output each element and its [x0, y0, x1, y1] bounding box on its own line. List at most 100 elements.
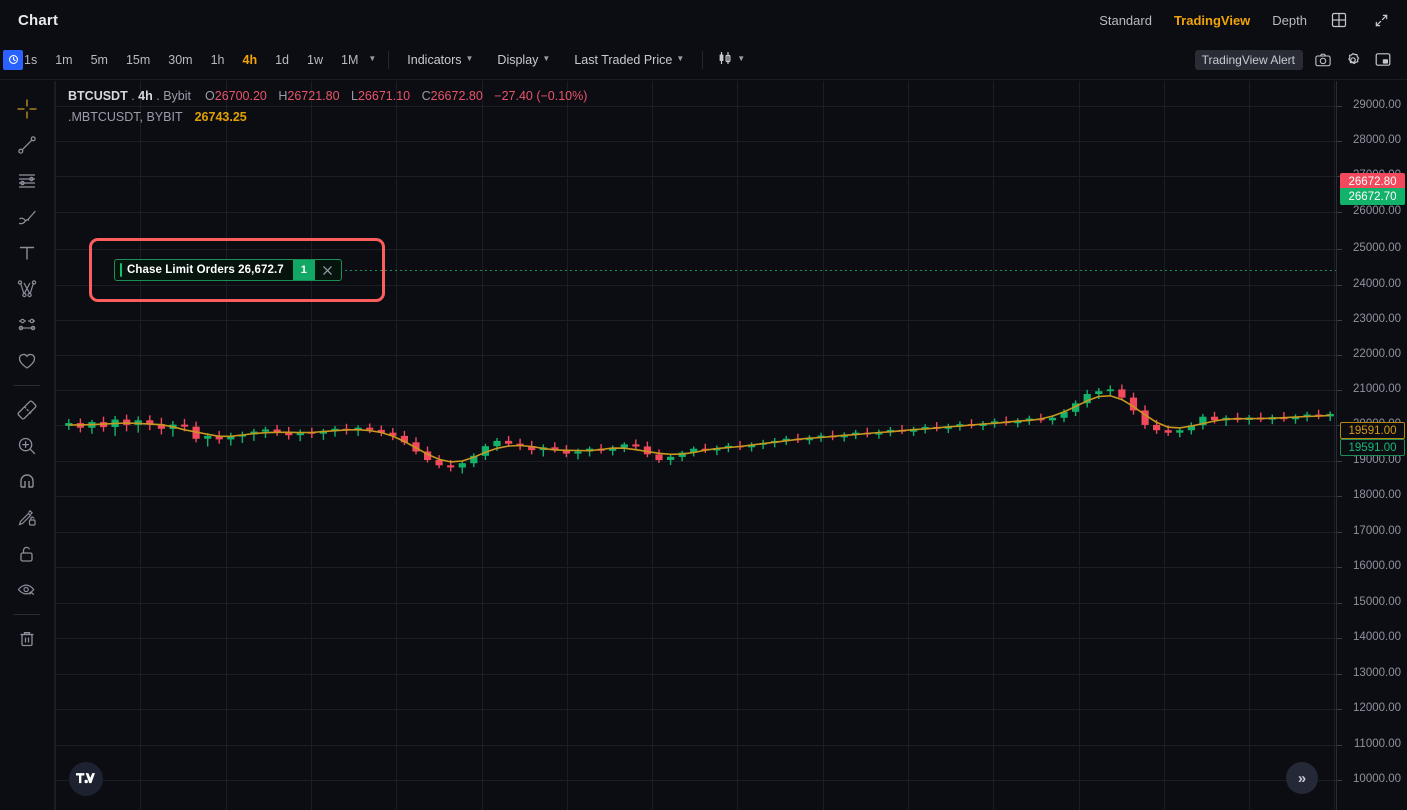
forecast-icon[interactable] — [9, 307, 45, 343]
price-axis-tick: 10000.00 — [1353, 773, 1401, 785]
price-axis-tick: 19000.00 — [1353, 454, 1401, 466]
ohlc-o-key: O — [205, 89, 215, 103]
timeframe-30m[interactable]: 30m — [168, 52, 193, 67]
favorites-heart-icon[interactable] — [9, 343, 45, 379]
display-button[interactable]: Display ▼ — [491, 50, 556, 70]
ohlc-c-value: 26672.80 — [430, 89, 483, 103]
tab-standard[interactable]: Standard — [1099, 12, 1152, 28]
price-axis-tick-mark — [1337, 496, 1342, 497]
chart-legend: BTCUSDT . 4h . Bybit O26700.20 H26721.80… — [68, 89, 587, 131]
price-source-label: Last Traded Price — [574, 52, 673, 67]
order-line-handle-icon[interactable] — [120, 263, 122, 277]
price-axis-tick: 13000.00 — [1353, 667, 1401, 679]
hide-all-icon[interactable] — [9, 572, 45, 608]
price-axis-tick-mark — [1337, 320, 1342, 321]
price-axis-tick-mark — [1337, 425, 1342, 426]
price-axis-tick: 15000.00 — [1353, 596, 1401, 608]
legend-row-main: BTCUSDT . 4h . Bybit O26700.20 H26721.80… — [68, 89, 587, 110]
magnet-icon[interactable] — [9, 464, 45, 500]
trend-line-icon[interactable] — [9, 127, 45, 163]
price-axis-tick-mark — [1337, 780, 1342, 781]
toolbar-divider-2 — [702, 50, 704, 69]
ohlc-h-value: 26721.80 — [287, 89, 340, 103]
grid-layout-icon[interactable] — [1329, 10, 1349, 30]
order-line[interactable]: Chase Limit Orders 26,672.7 1 — [114, 259, 1336, 281]
price-axis-badge[interactable]: 26672.80 — [1340, 173, 1405, 190]
price-axis-tick-mark — [1337, 709, 1342, 710]
ohlc-l-value: 26671.10 — [357, 89, 411, 103]
chevron-down-icon: ▼ — [676, 54, 685, 63]
order-line-label: Chase Limit Orders 26,672.7 — [127, 264, 284, 276]
symbol-interval: 4h — [138, 89, 153, 103]
toolbar-right-actions: TradingView Alert — [3, 49, 1407, 70]
price-axis-badge[interactable]: 19591.00 — [1340, 439, 1405, 456]
legend-row-indicator: .MBTCUSDT, BYBIT 26743.25 — [68, 110, 587, 131]
patterns-icon[interactable] — [9, 271, 45, 307]
timeframe-1s[interactable]: 1s — [24, 52, 38, 67]
symbol-name[interactable]: BTCUSDT — [68, 89, 128, 103]
price-axis-tick-mark — [1337, 355, 1342, 356]
crosshair-icon[interactable] — [9, 91, 45, 127]
brush-icon[interactable] — [9, 199, 45, 235]
timeframe-1M[interactable]: 1M — [341, 52, 359, 67]
lock-all-icon[interactable] — [9, 536, 45, 572]
tradingview-alert-button[interactable]: TradingView Alert — [3, 49, 1303, 70]
fullscreen-icon[interactable] — [1371, 10, 1391, 30]
zoom-in-icon[interactable] — [9, 428, 45, 464]
order-line-quantity[interactable]: 1 — [292, 260, 315, 280]
toolbar-divider-1 — [388, 50, 390, 69]
price-axis-badge[interactable]: 26672.70 — [1340, 188, 1405, 205]
title-bar: Chart Standard TradingView Depth — [0, 0, 1407, 40]
price-axis-tick-mark — [1337, 212, 1342, 213]
order-line-box[interactable]: Chase Limit Orders 26,672.7 1 — [114, 259, 342, 281]
timeframe-4h[interactable]: 4h — [242, 52, 258, 67]
ohlc-h-key: H — [278, 89, 288, 103]
tab-tradingview[interactable]: TradingView — [1173, 12, 1251, 28]
indicator-name[interactable]: .MBTCUSDT, BYBIT — [68, 110, 183, 124]
timeframe-15m[interactable]: 15m — [125, 52, 151, 67]
indicators-label: Indicators — [407, 52, 462, 67]
timeframe-5m[interactable]: 5m — [90, 52, 108, 67]
settings-gear-icon[interactable] — [1343, 50, 1363, 70]
timeframe-1m[interactable]: 1m — [55, 52, 73, 67]
price-axis-tick: 28000.00 — [1353, 134, 1401, 146]
price-axis-badge[interactable]: 19591.00 — [1340, 422, 1405, 439]
remove-drawings-trash-icon[interactable] — [9, 621, 45, 657]
price-axis[interactable]: 29000.0028000.0027000.0026000.0025000.00… — [1336, 81, 1407, 810]
chart-type-button[interactable]: ▼ — [711, 48, 751, 71]
price-axis-tick: 25000.00 — [1353, 242, 1401, 254]
price-axis-tick-mark — [1337, 674, 1342, 675]
rail-divider-2 — [14, 614, 40, 615]
camera-icon[interactable] — [1313, 50, 1333, 70]
chart-pane[interactable]: BTCUSDT . 4h . Bybit O26700.20 H26721.80… — [55, 81, 1336, 810]
timeframe-1w[interactable]: 1w — [307, 52, 323, 67]
measure-ruler-icon[interactable] — [9, 392, 45, 428]
rail-divider-1 — [14, 385, 40, 386]
fib-retracement-icon[interactable] — [9, 163, 45, 199]
tradingview-logo[interactable] — [69, 762, 103, 796]
timeframe-1d[interactable]: 1d — [275, 52, 290, 67]
price-axis-tick-mark — [1337, 745, 1342, 746]
indicators-button[interactable]: Indicators ▼ — [401, 50, 479, 70]
price-axis-tick-mark — [1337, 603, 1342, 604]
text-icon[interactable] — [9, 235, 45, 271]
tab-depth[interactable]: Depth — [1272, 12, 1307, 28]
price-axis-tick-mark — [1337, 141, 1342, 142]
close-x-icon[interactable] — [315, 260, 341, 280]
title-bar-actions: Standard TradingView Depth — [1099, 10, 1407, 30]
timeframe-1h[interactable]: 1h — [210, 52, 225, 67]
display-label: Display — [497, 52, 539, 67]
alert-label: TradingView Alert — [1201, 52, 1295, 67]
price-axis-tick: 23000.00 — [1353, 313, 1401, 325]
price-axis-tick-mark — [1337, 567, 1342, 568]
price-axis-tick: 22000.00 — [1353, 348, 1401, 360]
drawing-mode-lock-icon[interactable] — [9, 500, 45, 536]
ohlc-o-value: 26700.20 — [214, 89, 267, 103]
timeframe-more-chevron-down-icon[interactable]: ▼ — [368, 54, 377, 63]
popout-icon[interactable] — [1373, 50, 1393, 70]
price-axis-tick: 16000.00 — [1353, 560, 1401, 572]
price-source-button[interactable]: Last Traded Price ▼ — [568, 50, 690, 70]
scroll-to-realtime-button[interactable]: » — [1286, 762, 1318, 794]
price-axis-tick-mark — [1337, 638, 1342, 639]
indicator-value: 26743.25 — [194, 110, 247, 124]
